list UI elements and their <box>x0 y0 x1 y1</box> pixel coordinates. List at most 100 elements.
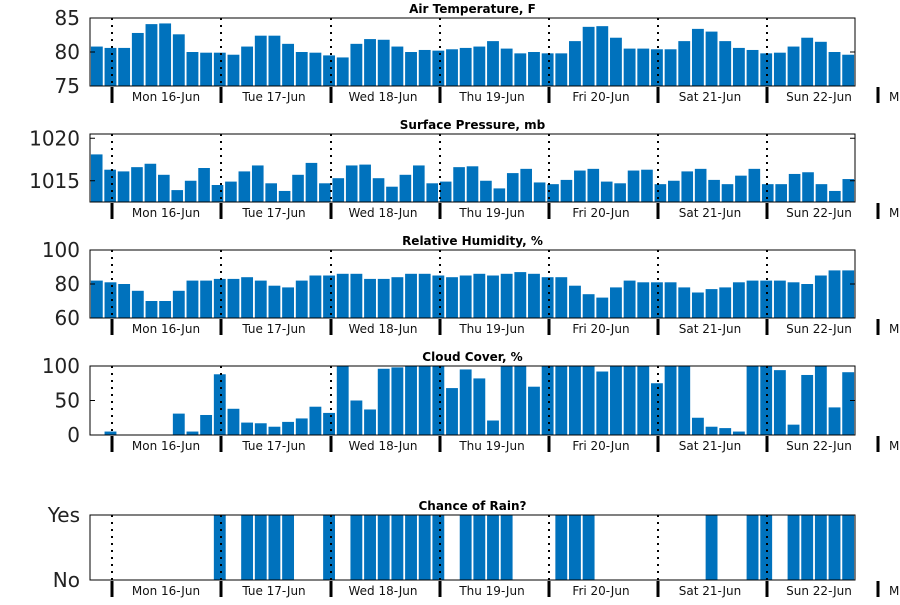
bar <box>555 277 568 318</box>
bar <box>596 297 609 318</box>
panel-4: 0 50 100 Cloud Cover, % Mon 16-Jun Tue 17-Jun… <box>42 350 900 453</box>
bar <box>815 184 828 202</box>
bar <box>493 188 506 202</box>
bar <box>705 31 718 87</box>
panel-title: Cloud Cover, % <box>422 350 522 364</box>
bar <box>268 426 281 435</box>
bar <box>459 47 472 86</box>
bar <box>637 366 650 435</box>
bar <box>336 57 349 86</box>
bar <box>623 48 636 86</box>
bar <box>514 53 527 86</box>
bar <box>623 280 636 318</box>
bar <box>186 52 199 86</box>
bar <box>377 39 390 86</box>
bar <box>541 366 554 435</box>
x-day-label: Mon 16-Jun <box>132 90 200 104</box>
bar <box>610 366 622 435</box>
bar <box>500 273 513 318</box>
bar <box>487 275 499 318</box>
bar <box>480 180 492 202</box>
bar <box>405 366 417 435</box>
bar <box>641 169 653 202</box>
bar <box>391 46 404 86</box>
bar <box>787 424 800 435</box>
x-day-label: Fri 20-Jun <box>572 90 629 104</box>
bar <box>241 515 254 580</box>
bar <box>732 47 745 86</box>
bar <box>829 190 841 202</box>
bar <box>426 183 439 202</box>
bar <box>842 270 855 318</box>
bar <box>432 275 445 318</box>
bar <box>650 383 663 435</box>
x-day-label: Wed 18-Jun <box>349 322 418 336</box>
bar <box>439 181 452 202</box>
bar <box>614 183 626 202</box>
bar <box>104 47 117 86</box>
bar <box>332 178 345 202</box>
bar <box>473 515 486 580</box>
bar <box>159 23 172 86</box>
panel-1: 75 80 85 Air Temperature, F Mon 16-Jun Tue 17… <box>55 2 900 104</box>
x-day-label: Sun 22-Jun <box>786 322 852 336</box>
bar <box>664 49 677 86</box>
bar <box>528 386 540 435</box>
bar <box>213 278 226 318</box>
bar <box>694 168 707 202</box>
bar <box>418 49 431 86</box>
bar <box>801 374 814 435</box>
bar <box>487 515 499 580</box>
bar <box>213 52 226 86</box>
bar <box>282 421 295 435</box>
bar <box>254 423 267 435</box>
bar <box>295 280 308 318</box>
x-day-label-overflow: M <box>889 90 899 104</box>
x-day-label: Sun 22-Jun <box>786 90 852 104</box>
bar <box>582 366 595 435</box>
bar <box>117 171 130 202</box>
bar <box>90 154 103 202</box>
bar <box>159 301 172 318</box>
bar <box>555 515 568 580</box>
bar <box>748 168 761 202</box>
bar <box>319 183 331 202</box>
bar <box>350 273 363 318</box>
bar <box>405 273 417 318</box>
x-day-label: Sat 21-Jun <box>679 206 742 220</box>
x-day-label: Wed 18-Jun <box>349 206 418 220</box>
x-day-label: Thu 19-Jun <box>458 206 524 220</box>
bar <box>828 52 841 86</box>
x-day-label: Mon 16-Jun <box>132 439 200 453</box>
bar <box>241 277 254 318</box>
bar <box>90 280 103 318</box>
x-day-label: Sat 21-Jun <box>679 439 742 453</box>
bar <box>500 366 513 435</box>
bar <box>309 275 322 318</box>
x-day-label: Wed 18-Jun <box>349 584 418 598</box>
bar <box>708 179 720 202</box>
plot-frame <box>89 133 856 203</box>
bar <box>227 408 240 435</box>
bar <box>520 168 532 202</box>
bar <box>691 292 704 318</box>
bar <box>569 366 581 435</box>
x-day-label: Tue 17-Jun <box>241 90 305 104</box>
y-tick-label: 85 <box>55 6 80 30</box>
bar <box>350 515 363 580</box>
bar <box>418 366 431 435</box>
bar <box>487 41 499 86</box>
bar <box>268 285 281 318</box>
bar <box>668 180 680 202</box>
x-day-label: Mon 16-Jun <box>132 322 200 336</box>
bar <box>582 515 595 580</box>
bar <box>705 426 718 435</box>
bar <box>200 280 213 318</box>
bar <box>596 371 609 435</box>
panel-3: 60 80 100 Relative Humidity, % Mon 16-Jun Tue… <box>42 234 900 336</box>
bar <box>418 273 431 318</box>
bar <box>282 287 295 318</box>
bar <box>678 287 691 318</box>
bar <box>364 39 376 86</box>
bar <box>186 431 199 435</box>
